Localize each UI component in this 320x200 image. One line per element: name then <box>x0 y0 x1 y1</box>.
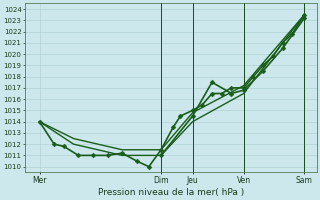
X-axis label: Pression niveau de la mer( hPa ): Pression niveau de la mer( hPa ) <box>98 188 244 197</box>
